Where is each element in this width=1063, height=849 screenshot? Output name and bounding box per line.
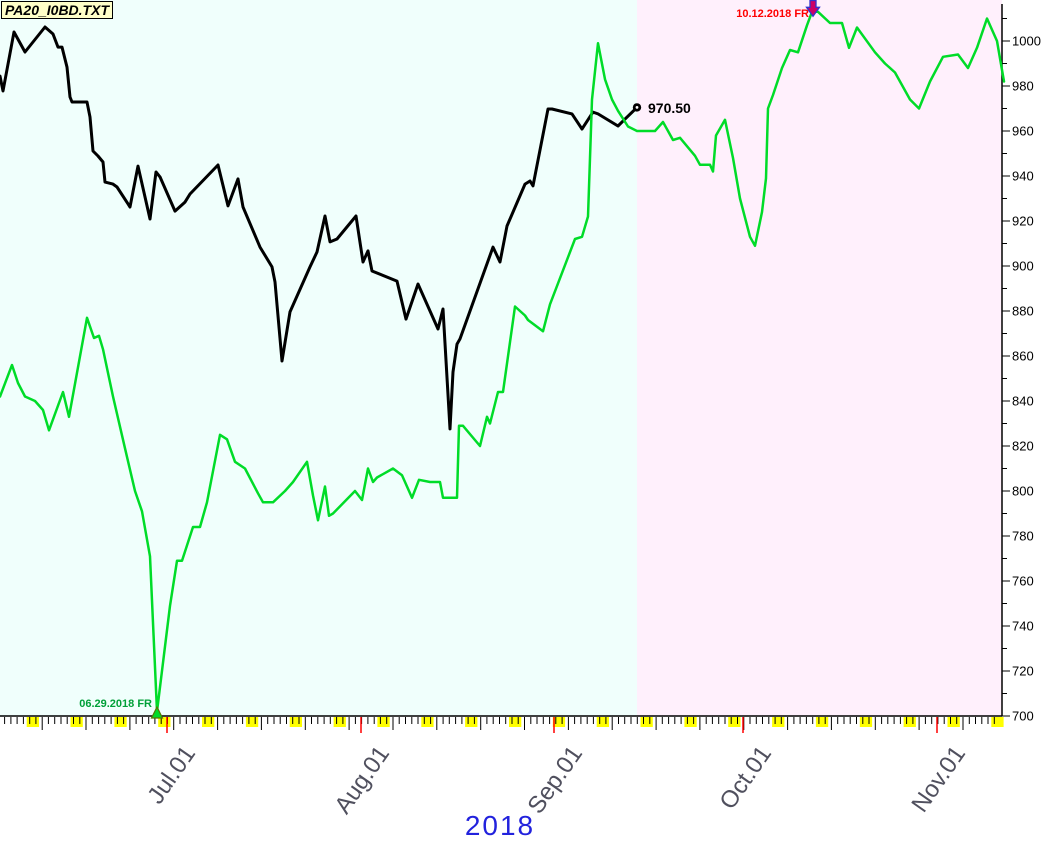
weekend-band	[509, 717, 522, 727]
last-price-marker-center	[635, 106, 639, 109]
weekend-band	[158, 717, 171, 727]
y-tick-label: 940	[1012, 169, 1034, 184]
y-tick-label: 760	[1012, 574, 1034, 589]
weekend-band	[26, 717, 39, 727]
y-tick-label: 700	[1012, 709, 1034, 724]
weekend-band	[465, 717, 478, 727]
y-tick-label: 860	[1012, 349, 1034, 364]
weekend-band	[684, 717, 697, 727]
y-tick-label: 880	[1012, 304, 1034, 319]
weekend-band	[947, 717, 960, 727]
y-tick-label: 740	[1012, 619, 1034, 634]
weekend-band	[377, 717, 390, 727]
y-tick-label: 780	[1012, 529, 1034, 544]
y-axis-ticks	[1002, 18, 1010, 717]
weekend-band	[728, 717, 741, 727]
weekend-band	[991, 717, 1004, 727]
weekend-band	[903, 717, 916, 727]
y-tick-label: 1000	[1012, 34, 1041, 49]
high-date-label: 10.12.2018 FR	[736, 8, 809, 20]
y-axis-labels: 700 720 740 760 780 800 820 840 860 880 900 920 940 9…	[1012, 34, 1041, 724]
y-tick-label: 960	[1012, 124, 1034, 139]
weekend-band	[70, 717, 83, 727]
weekend-band	[114, 717, 127, 727]
weekend-band	[202, 717, 215, 727]
weekend-bands	[26, 717, 1004, 727]
file-label[interactable]: PA20_I0BD.TXT	[1, 1, 113, 19]
weekend-band	[772, 717, 785, 727]
y-tick-label: 720	[1012, 664, 1034, 679]
weekend-band	[421, 717, 434, 727]
forecast-region-background	[637, 0, 1002, 716]
x-axis-ticks	[4, 717, 995, 730]
low-date-marker	[150, 705, 164, 719]
y-tick-label: 840	[1012, 394, 1034, 409]
weekend-band	[859, 717, 873, 727]
weekend-band	[552, 717, 566, 727]
y-tick-label: 920	[1012, 214, 1034, 229]
weekend-band	[640, 717, 653, 727]
high-date-marker	[805, 0, 821, 18]
year-label: 2018	[464, 810, 536, 841]
y-tick-label: 900	[1012, 259, 1034, 274]
price-history-line	[0, 25, 639, 431]
y-tick-label: 980	[1012, 79, 1034, 94]
weekend-band	[815, 717, 829, 727]
weekend-band	[245, 717, 259, 727]
weekend-band	[333, 717, 346, 727]
month-ticks	[166, 717, 938, 733]
weekend-band	[596, 717, 609, 727]
last-price-label: 970.50	[648, 100, 691, 116]
y-tick-label: 820	[1012, 439, 1034, 454]
weekend-band	[289, 717, 302, 727]
low-date-label: 06.29.2018 FR	[79, 698, 152, 710]
forecast-line	[0, 10, 1006, 713]
history-region-background	[0, 0, 637, 716]
y-tick-label: 800	[1012, 484, 1034, 499]
